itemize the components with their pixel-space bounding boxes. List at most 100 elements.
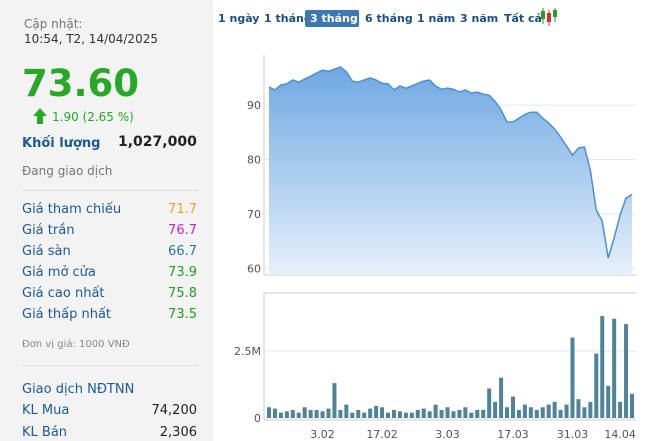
volume-bar — [445, 407, 450, 418]
price-change: 1.90 (2.65 %) — [52, 110, 134, 124]
volume: 1,027,000 — [118, 134, 197, 150]
volume-bar — [493, 401, 498, 418]
volume-label: Khối lượng — [22, 136, 101, 151]
volume-bar — [469, 412, 474, 418]
price: 73.60 — [22, 62, 140, 105]
price-value: 75.8 — [168, 286, 197, 301]
price-label: Giá thấp nhất — [22, 307, 112, 322]
tab[interactable]: 6 tháng — [365, 12, 413, 25]
volume-bar — [594, 353, 599, 418]
volume-bar — [314, 409, 319, 418]
status: Đang giao dịch — [22, 164, 113, 178]
volume-bar — [499, 377, 504, 418]
up-arrow — [33, 108, 47, 124]
y-tick-label: 90 — [247, 99, 261, 112]
volume-bar — [624, 324, 629, 418]
y-tick-label: 80 — [247, 154, 261, 167]
volume-bar — [510, 396, 515, 418]
volume-bar — [397, 411, 402, 418]
tab[interactable]: 3 tháng — [310, 12, 358, 25]
volume-bar — [546, 404, 551, 418]
unit-note: Đơn vị giá: 1000 VNĐ — [22, 339, 130, 350]
separator — [22, 190, 198, 191]
volume-bar — [374, 405, 379, 418]
price-value: 71.7 — [168, 202, 197, 217]
price-label: Giá tham chiếu — [22, 202, 122, 217]
volume-bar — [487, 388, 492, 418]
volume-bar — [296, 412, 301, 418]
updated-label: Cập nhật: — [24, 17, 83, 31]
volume-bar — [564, 404, 569, 418]
tab[interactable]: 3 năm — [460, 12, 498, 25]
price-value: 76.7 — [168, 223, 197, 238]
volume-bar — [558, 409, 563, 418]
foreign-value: 2,306 — [159, 425, 197, 440]
volume-bar — [570, 337, 575, 418]
volume-bar — [433, 404, 438, 418]
volume-bar — [302, 407, 307, 418]
separator — [22, 365, 198, 366]
x-tick-label: 17.03 — [497, 428, 529, 441]
volume-bar — [403, 412, 408, 418]
volume-bar — [475, 409, 480, 418]
volume-bar — [409, 412, 414, 418]
price-value: 73.9 — [168, 265, 197, 280]
x-tick-label: 31.03 — [557, 428, 589, 441]
volume-bar — [618, 401, 623, 418]
volume-bar — [606, 385, 611, 418]
volume-bar — [415, 409, 420, 418]
volume-bar — [332, 383, 337, 418]
volume-bar — [386, 412, 391, 418]
x-tick-label: 17.02 — [366, 428, 398, 441]
volume-bar — [350, 412, 355, 418]
tab[interactable]: 1 tháng — [264, 12, 312, 25]
price-value: 66.7 — [168, 244, 197, 259]
foreign-label: KL Mua — [22, 403, 70, 418]
y-tick-label: 60 — [247, 262, 261, 275]
candle-icon[interactable] — [541, 8, 557, 26]
volume-bar — [630, 393, 634, 418]
price-line — [268, 66, 633, 259]
volume-bar — [338, 409, 343, 418]
volume-bar — [612, 318, 617, 418]
volume-bar — [427, 411, 432, 418]
volume-bar — [582, 407, 587, 418]
price-label: Giá cao nhất — [22, 286, 105, 301]
volume-bar — [326, 408, 331, 418]
volume-bar — [600, 316, 605, 418]
tab[interactable]: Tất cả — [504, 12, 542, 25]
volume-bar — [457, 409, 462, 418]
tab[interactable]: 1 năm — [417, 12, 455, 25]
volume-bar — [320, 411, 325, 418]
price-label: Giá mở cửa — [22, 265, 96, 280]
foreign-value: 74,200 — [151, 403, 198, 418]
volume-bar — [576, 399, 581, 418]
x-tick-label: 3.03 — [435, 428, 460, 441]
volume-bar — [451, 411, 456, 418]
volume-bar — [272, 408, 277, 418]
quote-panel: Cập nhật: 10:54, T2, 14/04/2025 73.60 1.… — [0, 0, 213, 441]
volume-bar — [528, 407, 533, 418]
volume-bar — [290, 409, 295, 418]
volume-bar — [362, 412, 367, 418]
foreign-title: Giao dịch NĐTNN — [22, 382, 135, 397]
foreign-label: KL Bán — [22, 425, 68, 440]
x-tick-label: 14.04 — [604, 428, 636, 441]
volume-bar — [522, 404, 527, 418]
volume-bar — [278, 412, 283, 418]
volume-bar — [421, 408, 426, 418]
volume-bar — [552, 401, 557, 418]
tab[interactable]: 1 ngày — [218, 12, 259, 25]
volume-bar — [368, 408, 373, 418]
volume-bar — [356, 409, 361, 418]
volume-bar — [391, 409, 396, 418]
volume-bar — [439, 409, 444, 418]
volume-bar — [380, 407, 385, 418]
volume-bar — [344, 404, 349, 418]
price-area — [269, 67, 632, 275]
x-tick-label: 3.02 — [310, 428, 335, 441]
volume-bar — [481, 409, 486, 418]
volume-bar — [308, 409, 313, 418]
